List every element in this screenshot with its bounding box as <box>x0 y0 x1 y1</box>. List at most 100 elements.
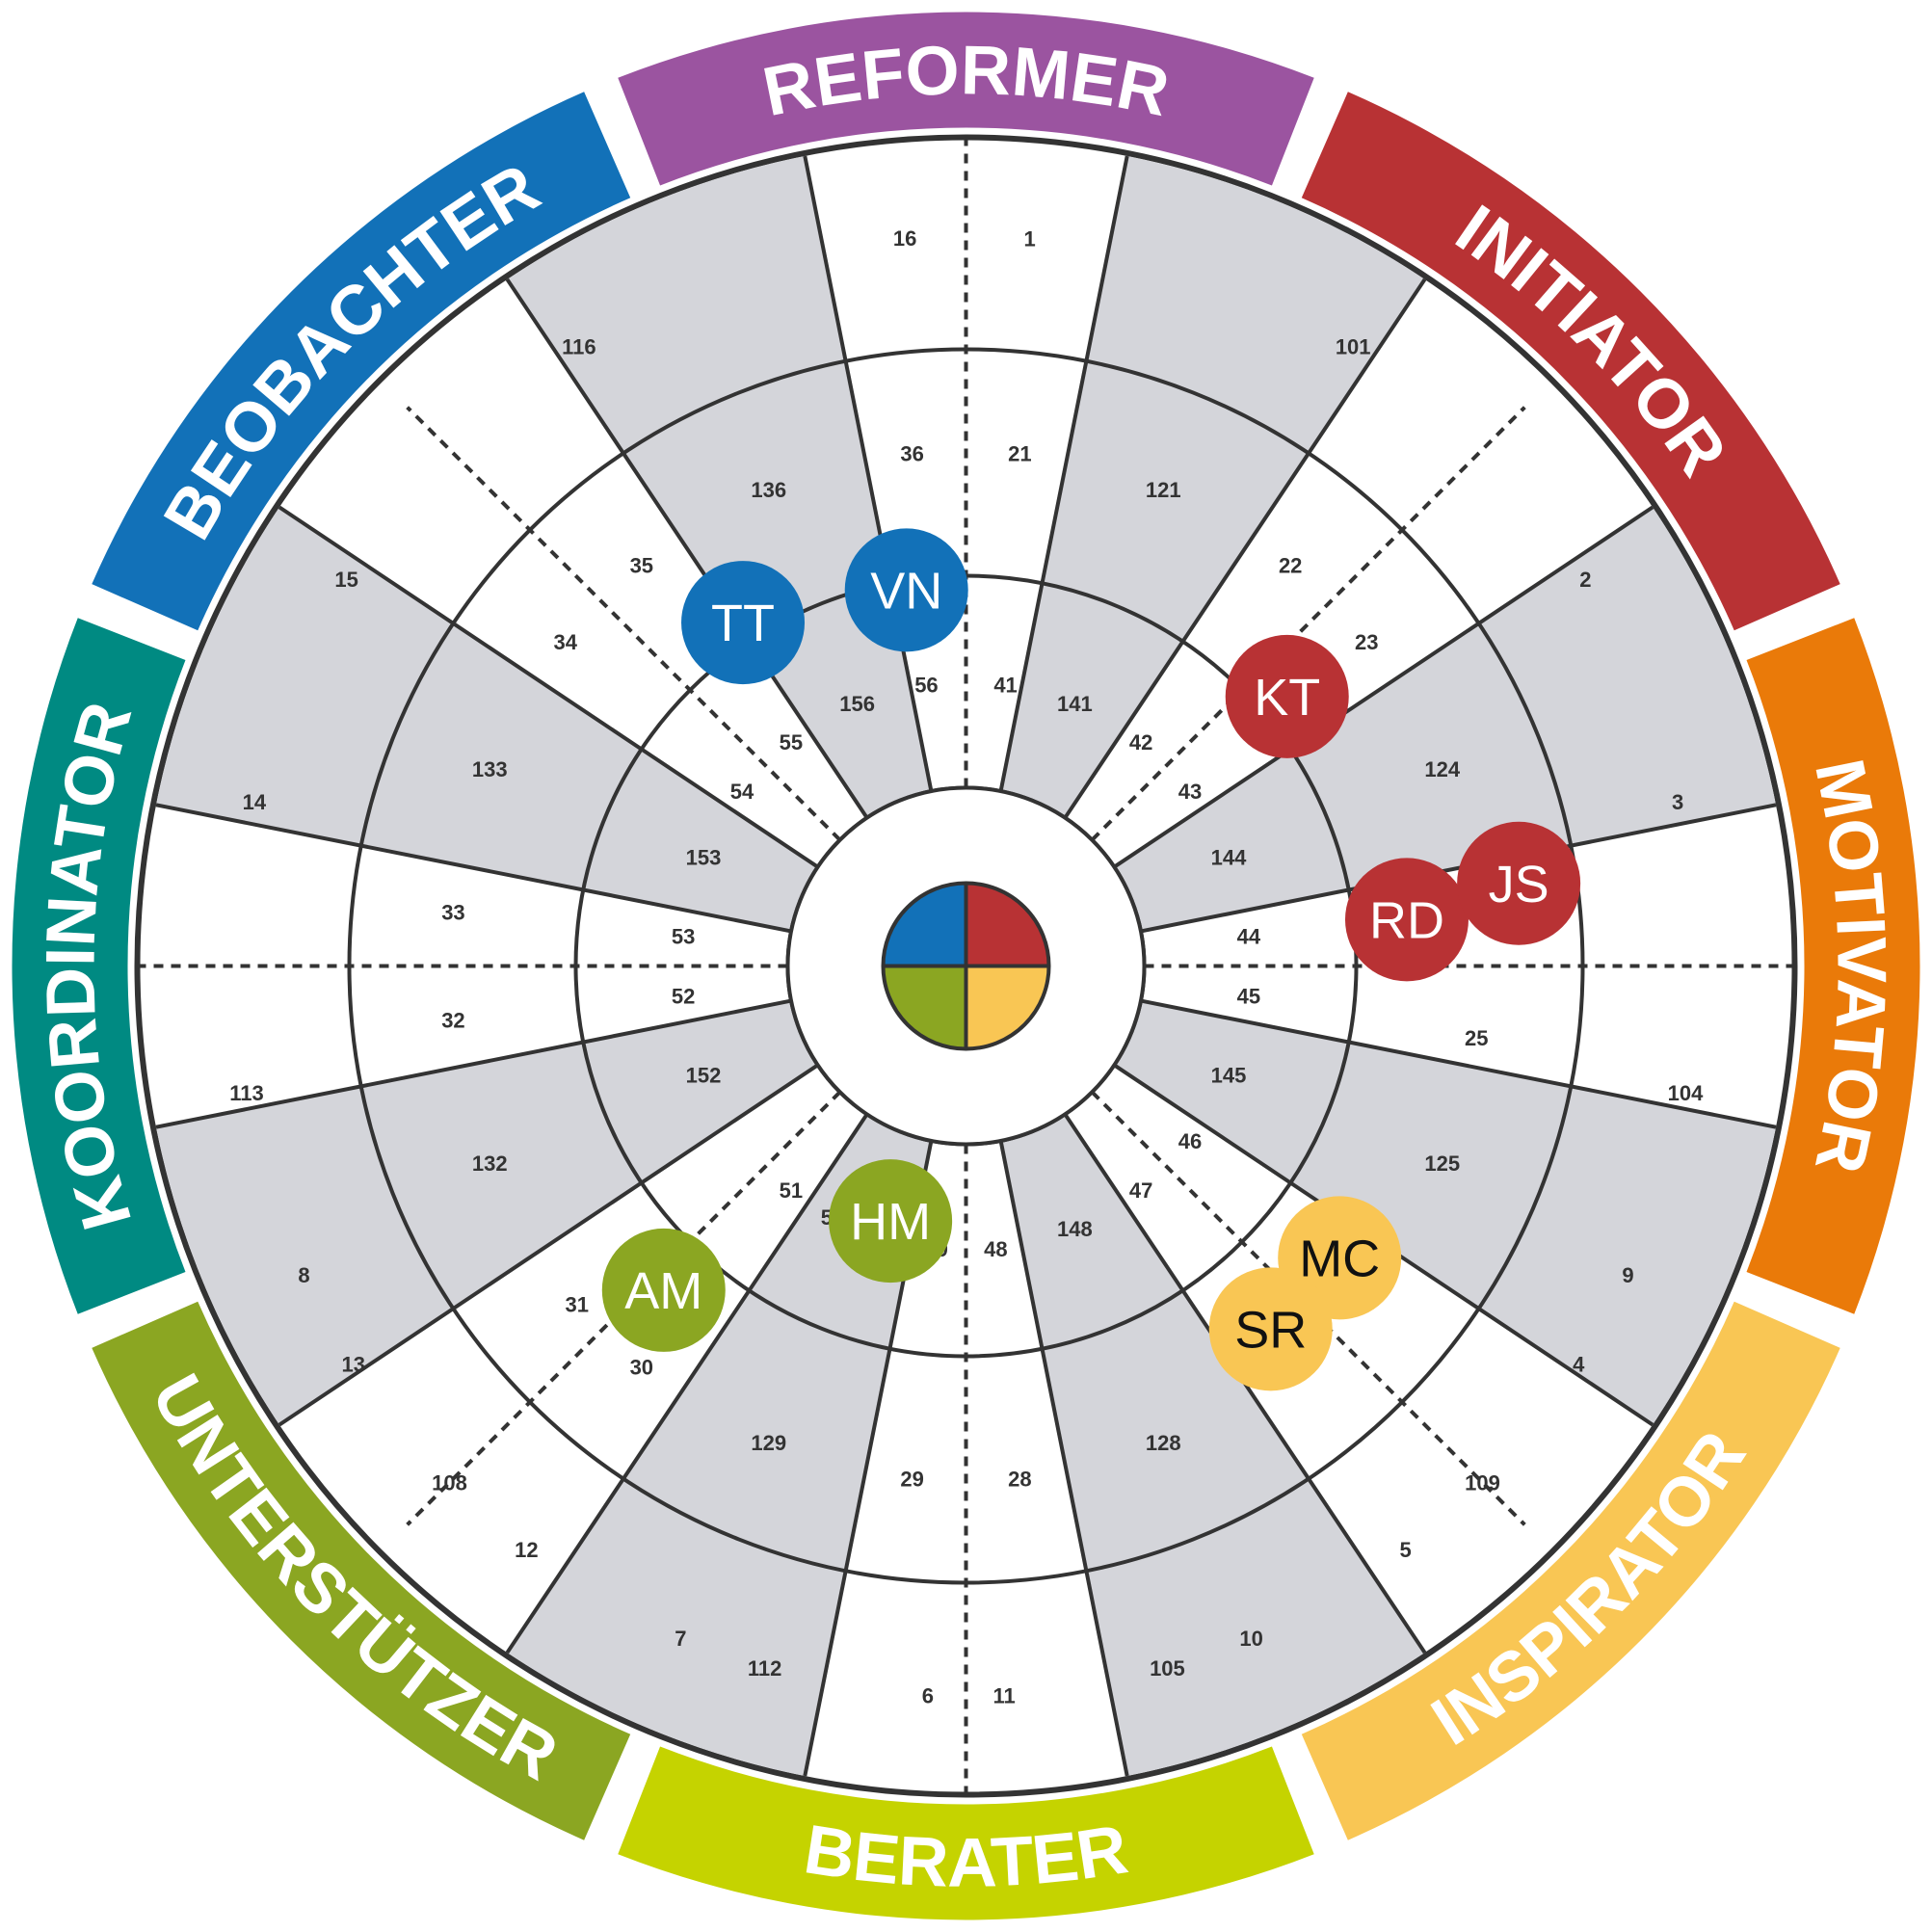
segment-number: 104 <box>1668 1081 1704 1105</box>
person-marker-tt[interactable]: TT <box>681 561 806 685</box>
segment-number: 6 <box>922 1683 934 1707</box>
segment-number: 12 <box>515 1538 538 1562</box>
person-initials: HM <box>850 1193 931 1251</box>
segment-number: 42 <box>1129 730 1152 754</box>
person-initials: VN <box>870 562 942 620</box>
person-initials: KT <box>1254 669 1320 727</box>
segment-number: 22 <box>1279 554 1302 578</box>
segment-number: 36 <box>900 441 923 465</box>
segment-number: 33 <box>441 901 464 925</box>
segment-number: 8 <box>298 1263 309 1287</box>
segment-number: 54 <box>730 780 754 804</box>
shaded-wedge <box>507 1114 932 1777</box>
segment-number: 133 <box>472 757 508 781</box>
segment-number: 105 <box>1150 1656 1185 1681</box>
segment-number: 29 <box>900 1468 923 1492</box>
shaded-wedge <box>1114 1000 1777 1425</box>
segment-number: 55 <box>780 730 803 754</box>
segment-number: 148 <box>1057 1217 1093 1241</box>
segment-number: 129 <box>751 1431 786 1455</box>
role-segment-berater <box>618 1746 1314 1920</box>
segment-number: 5 <box>1400 1538 1412 1562</box>
segment-number: 43 <box>1178 780 1202 804</box>
segment-number: 156 <box>839 692 875 716</box>
role-segment-reformer <box>618 12 1314 186</box>
person-marker-kt[interactable]: KT <box>1225 634 1349 758</box>
person-marker-js[interactable]: JS <box>1457 821 1581 945</box>
shaded-wedge <box>155 507 818 932</box>
segment-number: 141 <box>1057 692 1093 716</box>
segment-number: 116 <box>562 335 596 359</box>
segment-number: 47 <box>1129 1178 1152 1203</box>
segment-number: 112 <box>748 1656 782 1681</box>
center-quadrant <box>966 966 1049 1049</box>
segment-number: 3 <box>1672 790 1683 814</box>
role-label: BERATER <box>800 1811 1133 1901</box>
person-marker-hm[interactable]: HM <box>829 1159 953 1284</box>
segment-number: 10 <box>1239 1627 1262 1651</box>
shaded-wedge <box>507 155 932 818</box>
segment-number: 23 <box>1355 630 1378 654</box>
shaded-wedge <box>1114 507 1777 932</box>
center-quadrant <box>966 883 1049 966</box>
role-segment-motivator <box>1746 618 1920 1314</box>
segment-number: 34 <box>553 630 577 654</box>
segment-number: 11 <box>993 1683 1016 1707</box>
person-initials: SR <box>1234 1301 1307 1359</box>
segment-number: 145 <box>1211 1063 1247 1087</box>
segment-number: 121 <box>1146 478 1181 502</box>
segment-number: 2 <box>1579 568 1591 592</box>
segment-number: 16 <box>893 226 916 251</box>
person-marker-vn[interactable]: VN <box>844 528 968 652</box>
shaded-wedge <box>1000 155 1425 818</box>
segment-number: 41 <box>993 673 1017 697</box>
person-initials: MC <box>1299 1230 1380 1287</box>
segment-number: 108 <box>432 1470 467 1495</box>
segment-number: 44 <box>1237 925 1261 949</box>
center-quadrant <box>883 966 966 1049</box>
segment-number: 56 <box>914 673 938 697</box>
segment-number: 125 <box>1424 1151 1460 1176</box>
role-segment-koordinator <box>12 618 186 1314</box>
segment-number: 53 <box>672 925 695 949</box>
segment-number: 152 <box>686 1063 722 1087</box>
segment-number: 52 <box>672 984 695 1008</box>
segment-number: 101 <box>1336 335 1371 359</box>
segment-number: 1 <box>1023 226 1035 251</box>
person-marker-rd[interactable]: RD <box>1344 858 1469 982</box>
role-segment-inspirator <box>1301 1301 1840 1840</box>
segment-number: 113 <box>229 1081 264 1105</box>
person-marker-am[interactable]: AM <box>601 1228 726 1352</box>
segment-number: 48 <box>984 1237 1007 1261</box>
person-initials: JS <box>1489 856 1549 913</box>
person-marker-sr[interactable]: SR <box>1208 1267 1333 1391</box>
segment-number: 35 <box>630 554 653 578</box>
person-initials: AM <box>624 1262 702 1320</box>
shaded-wedge <box>155 1000 818 1425</box>
role-segment-initiator <box>1301 92 1840 631</box>
segment-number: 15 <box>334 568 357 592</box>
segment-number: 45 <box>1237 984 1260 1008</box>
segment-number: 25 <box>1465 1026 1488 1050</box>
center-quadrant <box>883 883 966 966</box>
segment-number: 31 <box>565 1292 588 1316</box>
role-segment-unterstützer <box>92 1301 631 1840</box>
segment-number: 21 <box>1008 441 1031 465</box>
center-badge <box>881 881 1051 1051</box>
segment-number: 144 <box>1211 846 1247 870</box>
segment-number: 46 <box>1178 1129 1202 1153</box>
segment-number: 9 <box>1622 1263 1633 1287</box>
segment-number: 153 <box>686 846 722 870</box>
segment-number: 132 <box>472 1151 508 1176</box>
person-markers: VN TT KT RD JS MC SR HM AM <box>601 528 1581 1391</box>
segment-number: 128 <box>1146 1431 1181 1455</box>
segment-number: 124 <box>1424 757 1460 781</box>
segment-number: 28 <box>1008 1468 1031 1492</box>
segment-number: 7 <box>675 1627 686 1651</box>
segment-number: 4 <box>1573 1352 1585 1376</box>
segment-number: 32 <box>441 1008 464 1032</box>
segment-number: 109 <box>1465 1470 1500 1495</box>
person-initials: RD <box>1369 891 1444 949</box>
